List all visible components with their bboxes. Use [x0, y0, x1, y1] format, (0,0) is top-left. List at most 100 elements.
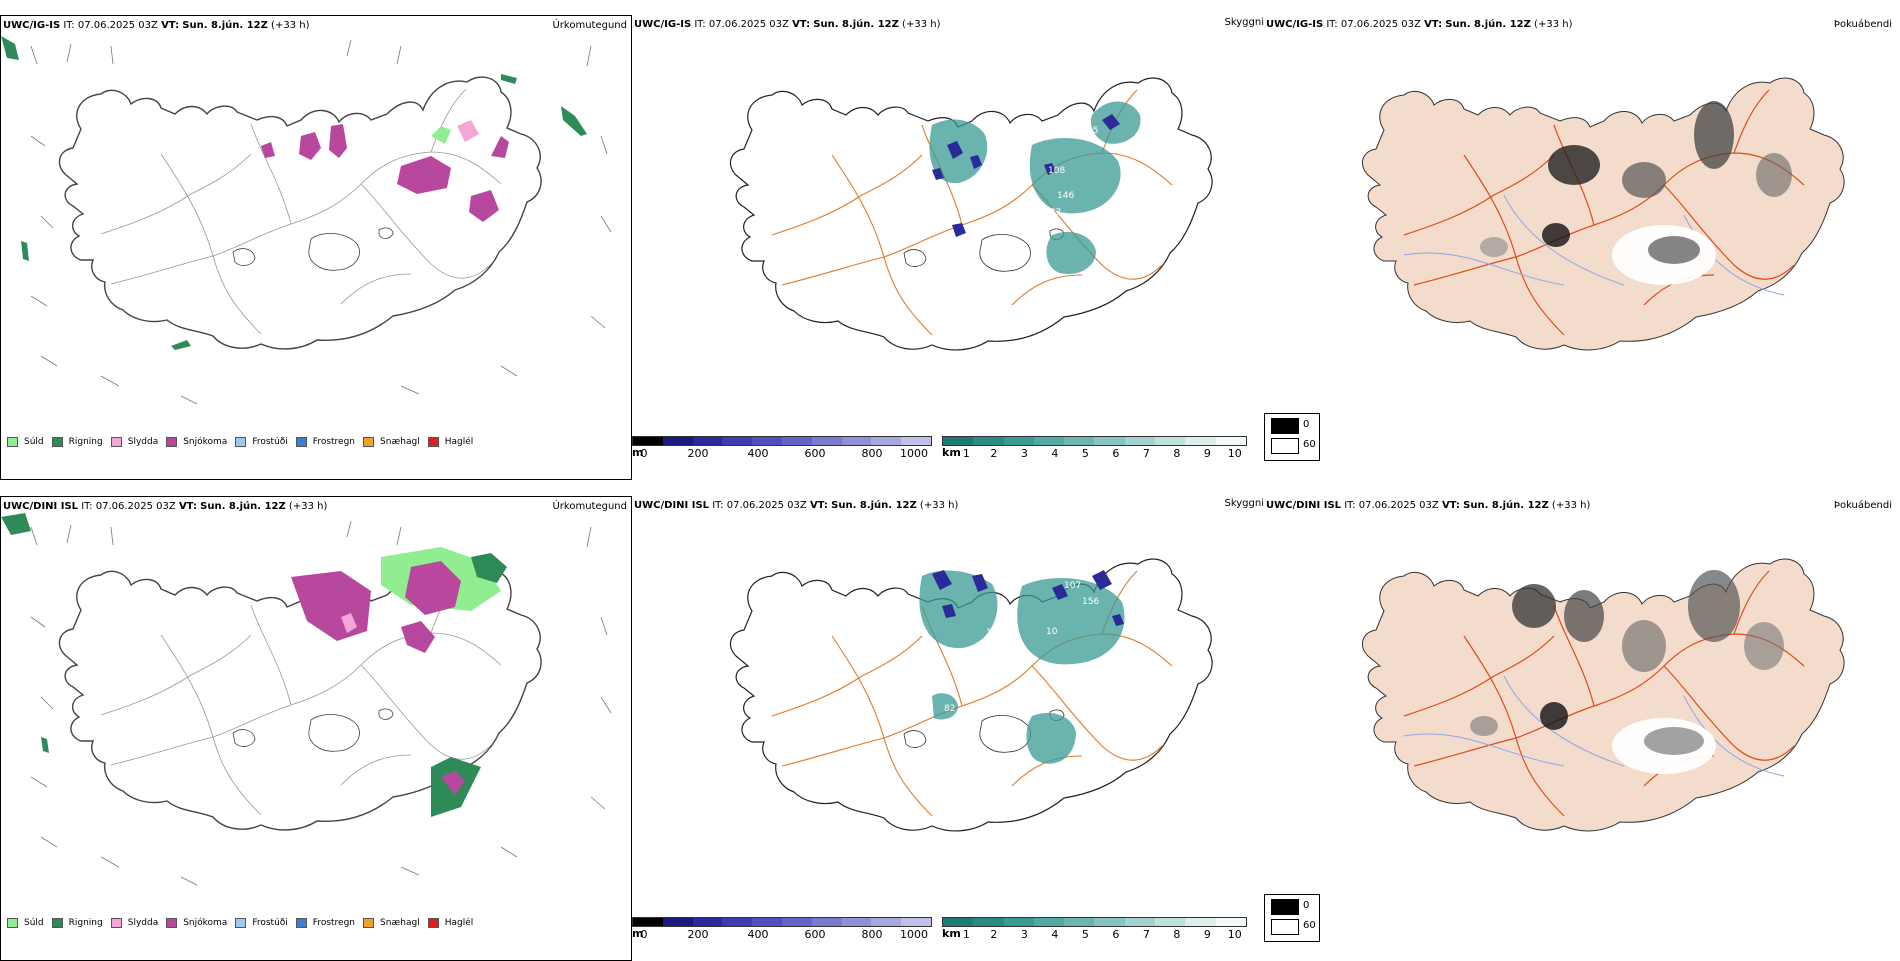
visibility-title: Skyggni [1224, 498, 1264, 509]
vis-label: 312 [1124, 625, 1141, 635]
legend-item: Frostúði [235, 437, 288, 447]
height-tick: 0 [640, 928, 648, 941]
visibility-unit: km [942, 446, 961, 459]
vis-tick: 1 [962, 447, 970, 460]
precip-legend: Súld Rigning Slydda Snjókoma Frostúði Fr… [7, 918, 479, 928]
it-value: 07.06.2025 03Z [77, 20, 158, 31]
legend-item: Frostregn [295, 918, 355, 928]
lead-time: (+33 h) [288, 501, 328, 512]
precip-panel-bottom: UWC/DINI ISL IT: 07.06.2025 03Z VT: Sun.… [0, 496, 632, 961]
visibility-title: Skyggni [1224, 17, 1264, 28]
panel-header: UWC/IG-IS IT: 07.06.2025 03Z VT: Sun. 8.… [634, 19, 940, 30]
height-tick: 600 [804, 447, 826, 460]
vis-tick: 8 [1173, 447, 1181, 460]
vis-tick: 6 [1112, 447, 1120, 460]
vis-tick: 10 [1227, 447, 1242, 460]
vis-tick: 9 [1203, 928, 1211, 941]
legend-item: Slydda [110, 437, 158, 447]
height-tick: 1000 [900, 928, 928, 941]
it-value: 07.06.2025 03Z [1340, 19, 1421, 30]
vis-tick: 2 [990, 928, 998, 941]
it-label: IT: [1344, 500, 1356, 511]
legend-item: Snæhagl [363, 918, 420, 928]
vt-label: VT: [809, 500, 828, 511]
vis-tick: 9 [1203, 447, 1211, 460]
height-colorbar: m 0 200 400 600 800 1000 [632, 436, 932, 460]
legend-item: Rigning [51, 918, 103, 928]
height-tick: 200 [687, 928, 709, 941]
legend-item: Haglél [427, 918, 473, 928]
visibility-panel-top: 95 75 108 124 146 177 87 20 UWC/IG-IS IT… [632, 15, 1320, 480]
fog-key-high: 60 [1303, 920, 1316, 931]
visibility-colorbar: km 1 2 3 4 5 6 7 8 9 10 [942, 917, 1247, 941]
rivers [1403, 194, 1785, 296]
precip-areas-bottom [1, 513, 507, 817]
fog-shading [1480, 101, 1792, 285]
model-name: UWC/DINI ISL [634, 500, 710, 511]
panel-header: UWC/IG-IS IT: 07.06.2025 03Z VT: Sun. 8.… [3, 20, 309, 31]
model-name: UWC/IG-IS [3, 20, 61, 31]
panel-header: UWC/DINI ISL IT: 07.06.2025 03Z VT: Sun.… [1266, 500, 1590, 511]
legend-item: Súld [7, 437, 44, 447]
precip-areas-top [1, 36, 587, 350]
precip-legend: Súld Rigning Slydda Snjókoma Frostúði Fr… [7, 437, 479, 447]
it-label: IT: [81, 501, 93, 512]
height-tick: 200 [687, 447, 709, 460]
lead-time: (+33 h) [1551, 500, 1591, 511]
height-unit: m [632, 446, 644, 459]
fog-key: 0 60 [1264, 894, 1320, 942]
height-colorbar: m 0 200 400 600 800 1000 [632, 917, 932, 941]
vt-label: VT: [161, 20, 180, 31]
legend-item: Haglél [427, 437, 473, 447]
it-label: IT: [1326, 19, 1338, 30]
it-value: 07.06.2025 03Z [95, 501, 176, 512]
legend-item: Slydda [110, 918, 158, 928]
height-tick: 800 [861, 928, 883, 941]
vis-label: 108 [1048, 166, 1065, 176]
vis-label: 177 [1044, 208, 1061, 218]
lead-time: (+33 h) [902, 19, 941, 30]
high-terrain-areas [932, 114, 1120, 237]
fog-key-low: 0 [1303, 419, 1310, 430]
model-name: UWC/IG-IS [634, 19, 692, 30]
fog-title: Þokuábendi [1833, 500, 1892, 511]
vis-value-labels: 95 75 108 124 146 177 87 20 [948, 126, 1118, 250]
vis-tick: 7 [1142, 928, 1150, 941]
high-terrain-areas [932, 570, 1124, 626]
vis-tick: 4 [1051, 447, 1059, 460]
height-tick: 400 [747, 928, 769, 941]
vis-label: 23 [1056, 775, 1067, 785]
height-tick: 0 [640, 447, 648, 460]
vis-label: 75 [1002, 164, 1013, 174]
vis-tick: 3 [1020, 447, 1028, 460]
vis-tick: 10 [1227, 928, 1242, 941]
fog-map-top [1361, 77, 1845, 351]
legend-item: Frostregn [295, 437, 355, 447]
fog-panel-top: UWC/IG-IS IT: 07.06.2025 03Z VT: Sun. 8.… [1264, 15, 1896, 480]
fog-key-low: 0 [1303, 900, 1310, 911]
visibility-colorbar: km 1 2 3 4 5 6 7 8 9 10 [942, 436, 1247, 460]
vt-value: Sun. 8.jún. 12Z [1463, 500, 1549, 511]
height-tick: 1000 [900, 447, 928, 460]
panel-header: UWC/DINI ISL IT: 07.06.2025 03Z VT: Sun.… [3, 501, 327, 512]
fog-panel-bottom: UWC/DINI ISL IT: 07.06.2025 03Z VT: Sun.… [1264, 496, 1896, 961]
vt-value: Sun. 8.jún. 12Z [1445, 19, 1531, 30]
vis-label: 156 [1082, 597, 1099, 607]
vis-tick: 7 [1142, 447, 1150, 460]
fog-map-bottom [1361, 558, 1845, 832]
legend-item: Snjókoma [166, 437, 227, 447]
wind-barbs [30, 39, 612, 405]
vis-label: 10 [1046, 627, 1058, 637]
panel-header: UWC/DINI ISL IT: 07.06.2025 03Z VT: Sun.… [634, 500, 958, 511]
vt-value: Sun. 8.jún. 12Z [813, 19, 899, 30]
wind-barbs [30, 520, 612, 886]
precip-title: Úrkomutegund [552, 501, 627, 512]
fog-key-high: 60 [1303, 439, 1316, 450]
it-value: 07.06.2025 03Z [708, 19, 789, 30]
it-label: IT: [63, 20, 75, 31]
it-value: 07.06.2025 03Z [1358, 500, 1439, 511]
fog-key: 0 60 [1264, 413, 1320, 461]
vis-tick: 4 [1051, 928, 1059, 941]
it-label: IT: [694, 19, 706, 30]
vt-label: VT: [178, 501, 197, 512]
